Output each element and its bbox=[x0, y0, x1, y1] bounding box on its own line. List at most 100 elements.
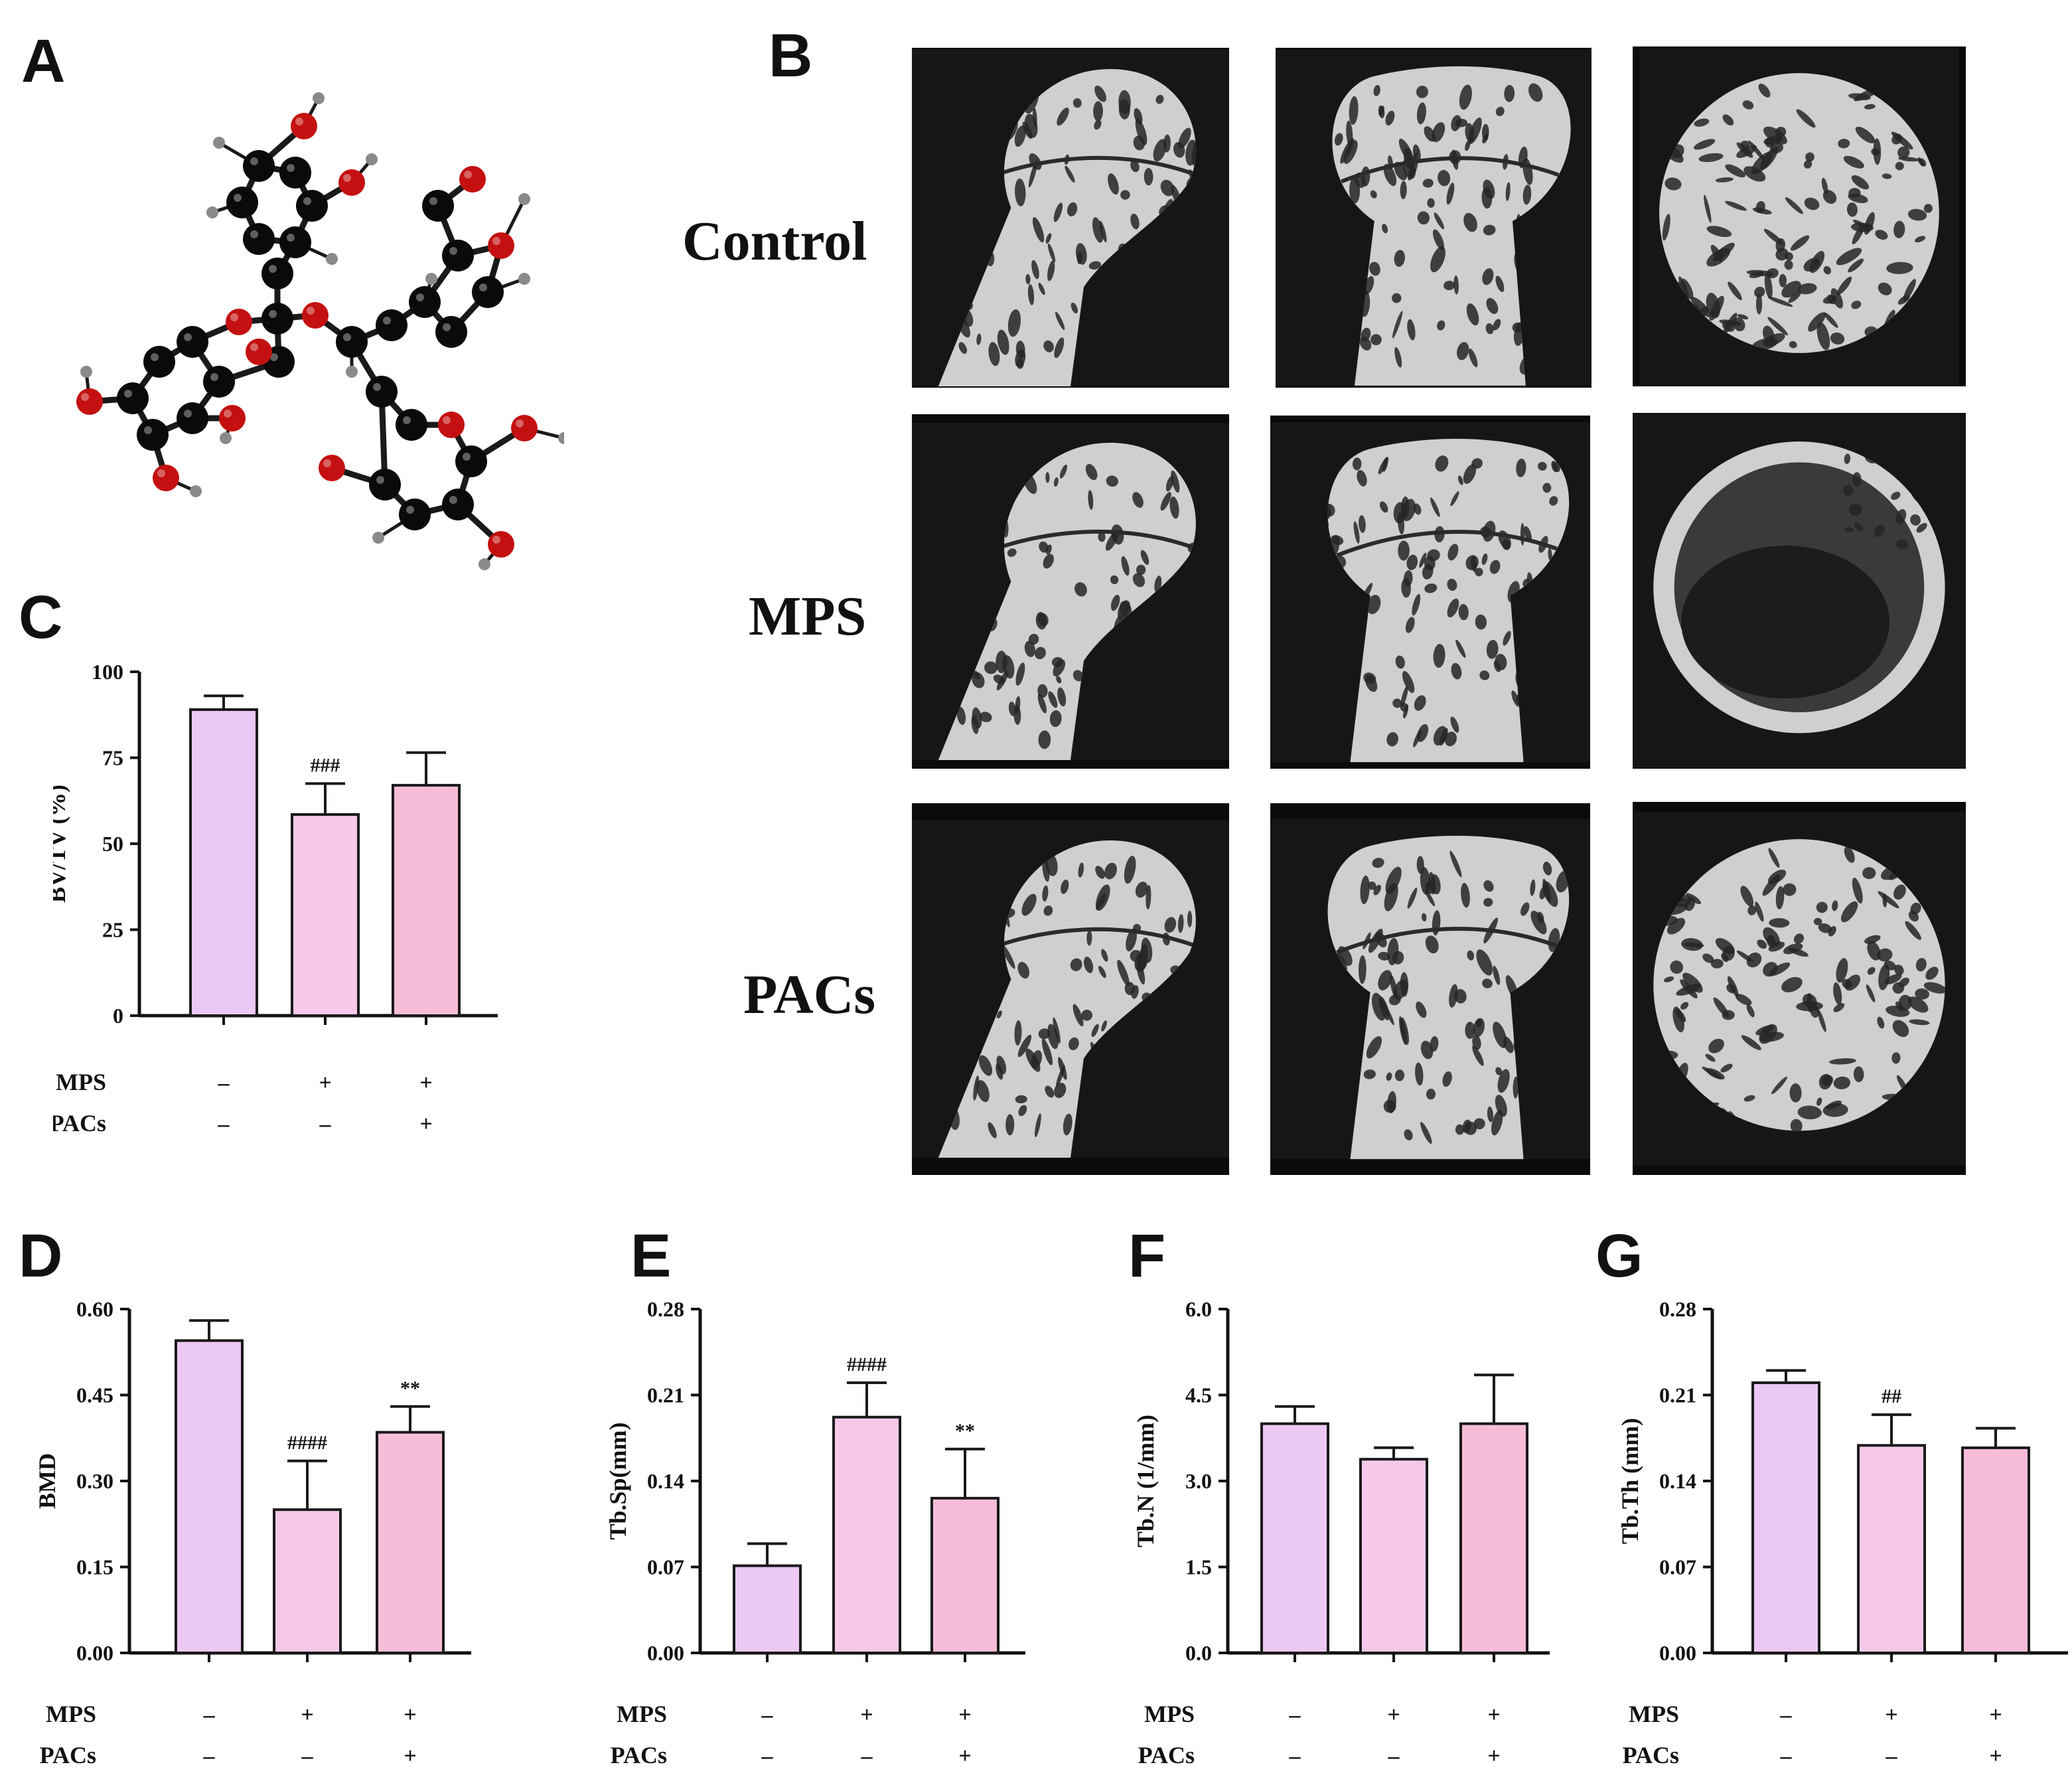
oxygen-atom bbox=[219, 405, 246, 431]
bar-mps bbox=[1359, 1458, 1428, 1654]
treatment-sign: + bbox=[404, 1744, 416, 1768]
ct-control-coronal bbox=[1276, 48, 1591, 388]
treatment-sign: – bbox=[1886, 1744, 1898, 1768]
y-axis-title: BV/TV (%) bbox=[53, 785, 70, 903]
treatment-sign: + bbox=[958, 1703, 971, 1727]
row-label-mps: MPS bbox=[749, 585, 867, 647]
carbon-atom bbox=[336, 326, 368, 358]
treatment-label-mps: MPS bbox=[617, 1701, 667, 1727]
bar-control bbox=[175, 1339, 244, 1654]
y-tick-label: 0.30 bbox=[76, 1469, 113, 1493]
carbon-atom bbox=[177, 402, 208, 434]
bar-mps bbox=[832, 1415, 901, 1655]
oxygen-atom bbox=[338, 169, 365, 196]
y-tick-label: 50 bbox=[102, 832, 123, 856]
panel-label-f: F bbox=[1128, 1222, 1166, 1290]
treatment-sign: – bbox=[301, 1744, 314, 1768]
bone-outline bbox=[1332, 66, 1571, 386]
ct-mps-coronal bbox=[1270, 416, 1590, 769]
y-tick-label: 0.14 bbox=[1659, 1469, 1696, 1493]
treatment-sign: – bbox=[218, 1071, 230, 1095]
oxygen-atom bbox=[319, 455, 345, 481]
ct-mps-cross-section bbox=[1633, 413, 1966, 769]
treatment-sign: – bbox=[218, 1112, 230, 1136]
carbon-atom bbox=[442, 489, 474, 520]
treatment-sign: + bbox=[958, 1744, 971, 1768]
carbon-atom bbox=[203, 366, 235, 398]
y-tick-label: 3.0 bbox=[1185, 1469, 1212, 1493]
carbon-atom bbox=[279, 226, 311, 258]
molecule-structure bbox=[76, 92, 564, 570]
oxygen-atom bbox=[302, 302, 329, 329]
y-tick-label: 0.0 bbox=[1185, 1641, 1212, 1665]
y-axis-title: Tb.Sp(mm) bbox=[605, 1422, 631, 1539]
treatment-label-pacs: PACs bbox=[40, 1742, 96, 1768]
hydrogen-atom bbox=[220, 432, 232, 444]
treatment-sign: – bbox=[319, 1112, 332, 1136]
treatment-sign: – bbox=[861, 1744, 873, 1768]
panel-label-d: D bbox=[19, 1222, 63, 1290]
hydrogen-atom bbox=[213, 137, 225, 149]
bar-mps bbox=[1857, 1444, 1926, 1654]
treatment-sign: – bbox=[1289, 1703, 1301, 1727]
carbon-atom bbox=[396, 409, 427, 441]
treatment-label-mps: MPS bbox=[56, 1069, 106, 1095]
treatment-label-mps: MPS bbox=[1144, 1701, 1195, 1727]
y-tick-label: 0.15 bbox=[76, 1555, 113, 1579]
significance-label: ** bbox=[955, 1420, 975, 1442]
panel-label-a: A bbox=[21, 27, 66, 95]
bone-outline bbox=[938, 840, 1196, 1158]
significance-label: #### bbox=[287, 1432, 327, 1454]
treatment-sign: – bbox=[761, 1744, 774, 1768]
y-tick-label: 1.5 bbox=[1185, 1555, 1212, 1579]
bar-control bbox=[1260, 1422, 1329, 1655]
bar-control bbox=[1751, 1381, 1820, 1654]
y-tick-label: 0.00 bbox=[76, 1641, 113, 1665]
bar-mps bbox=[291, 813, 360, 1017]
chart-tb-sp: 0.00 0.07 0.14 0.21 0.28 Tb.Sp(mm) #### ** MPS PA… bbox=[605, 1297, 1025, 1768]
carbon-atom bbox=[435, 316, 467, 348]
significance-label: #### bbox=[847, 1354, 887, 1375]
row-label-control: Control bbox=[682, 210, 867, 272]
oxygen-atom bbox=[291, 113, 317, 139]
carbon-atom bbox=[243, 223, 275, 255]
treatment-label-pacs: PACs bbox=[1138, 1742, 1195, 1768]
carbon-atom bbox=[177, 326, 208, 358]
y-tick-label: 0 bbox=[113, 1004, 123, 1028]
carbon-atom bbox=[422, 190, 454, 222]
ct-pacs-longitudinal bbox=[912, 803, 1229, 1175]
carbon-atom bbox=[143, 346, 175, 378]
y-tick-label: 6.0 bbox=[1185, 1297, 1212, 1321]
treatment-sign: + bbox=[419, 1112, 432, 1136]
y-axis-title: BMD bbox=[34, 1453, 60, 1509]
treatment-sign: + bbox=[419, 1071, 432, 1095]
panel-label-b: B bbox=[769, 22, 813, 90]
hydrogen-atom bbox=[206, 206, 218, 218]
hydrogen-atom bbox=[518, 193, 530, 205]
oxygen-atom bbox=[459, 166, 486, 193]
carbon-atom bbox=[369, 469, 401, 501]
bar-control bbox=[733, 1564, 802, 1654]
oxygen-atom bbox=[488, 232, 514, 259]
ct-control-longitudinal bbox=[912, 48, 1229, 388]
y-tick-label: 4.5 bbox=[1185, 1383, 1212, 1407]
treatment-sign: + bbox=[404, 1703, 416, 1727]
hydrogen-atom bbox=[190, 485, 202, 497]
hydrogen-atom bbox=[425, 273, 437, 285]
carbon-atom bbox=[409, 286, 441, 318]
oxygen-atom bbox=[76, 388, 103, 415]
y-tick-label: 25 bbox=[102, 918, 123, 942]
carbon-atom bbox=[279, 157, 311, 189]
bar-pacs bbox=[376, 1431, 445, 1654]
oxygen-atom bbox=[511, 415, 538, 441]
treatment-sign: + bbox=[1989, 1744, 2002, 1768]
hydrogen-atom bbox=[372, 532, 384, 544]
carbon-atom bbox=[137, 419, 169, 451]
row-label-pacs: PACs bbox=[743, 964, 876, 1026]
carbon-atom bbox=[376, 309, 407, 341]
significance-label: ## bbox=[1882, 1385, 1901, 1407]
bone-outline bbox=[938, 68, 1196, 386]
treatment-sign: + bbox=[1387, 1703, 1400, 1727]
treatment-sign: – bbox=[1780, 1744, 1793, 1768]
ct-pacs-coronal bbox=[1270, 803, 1590, 1175]
